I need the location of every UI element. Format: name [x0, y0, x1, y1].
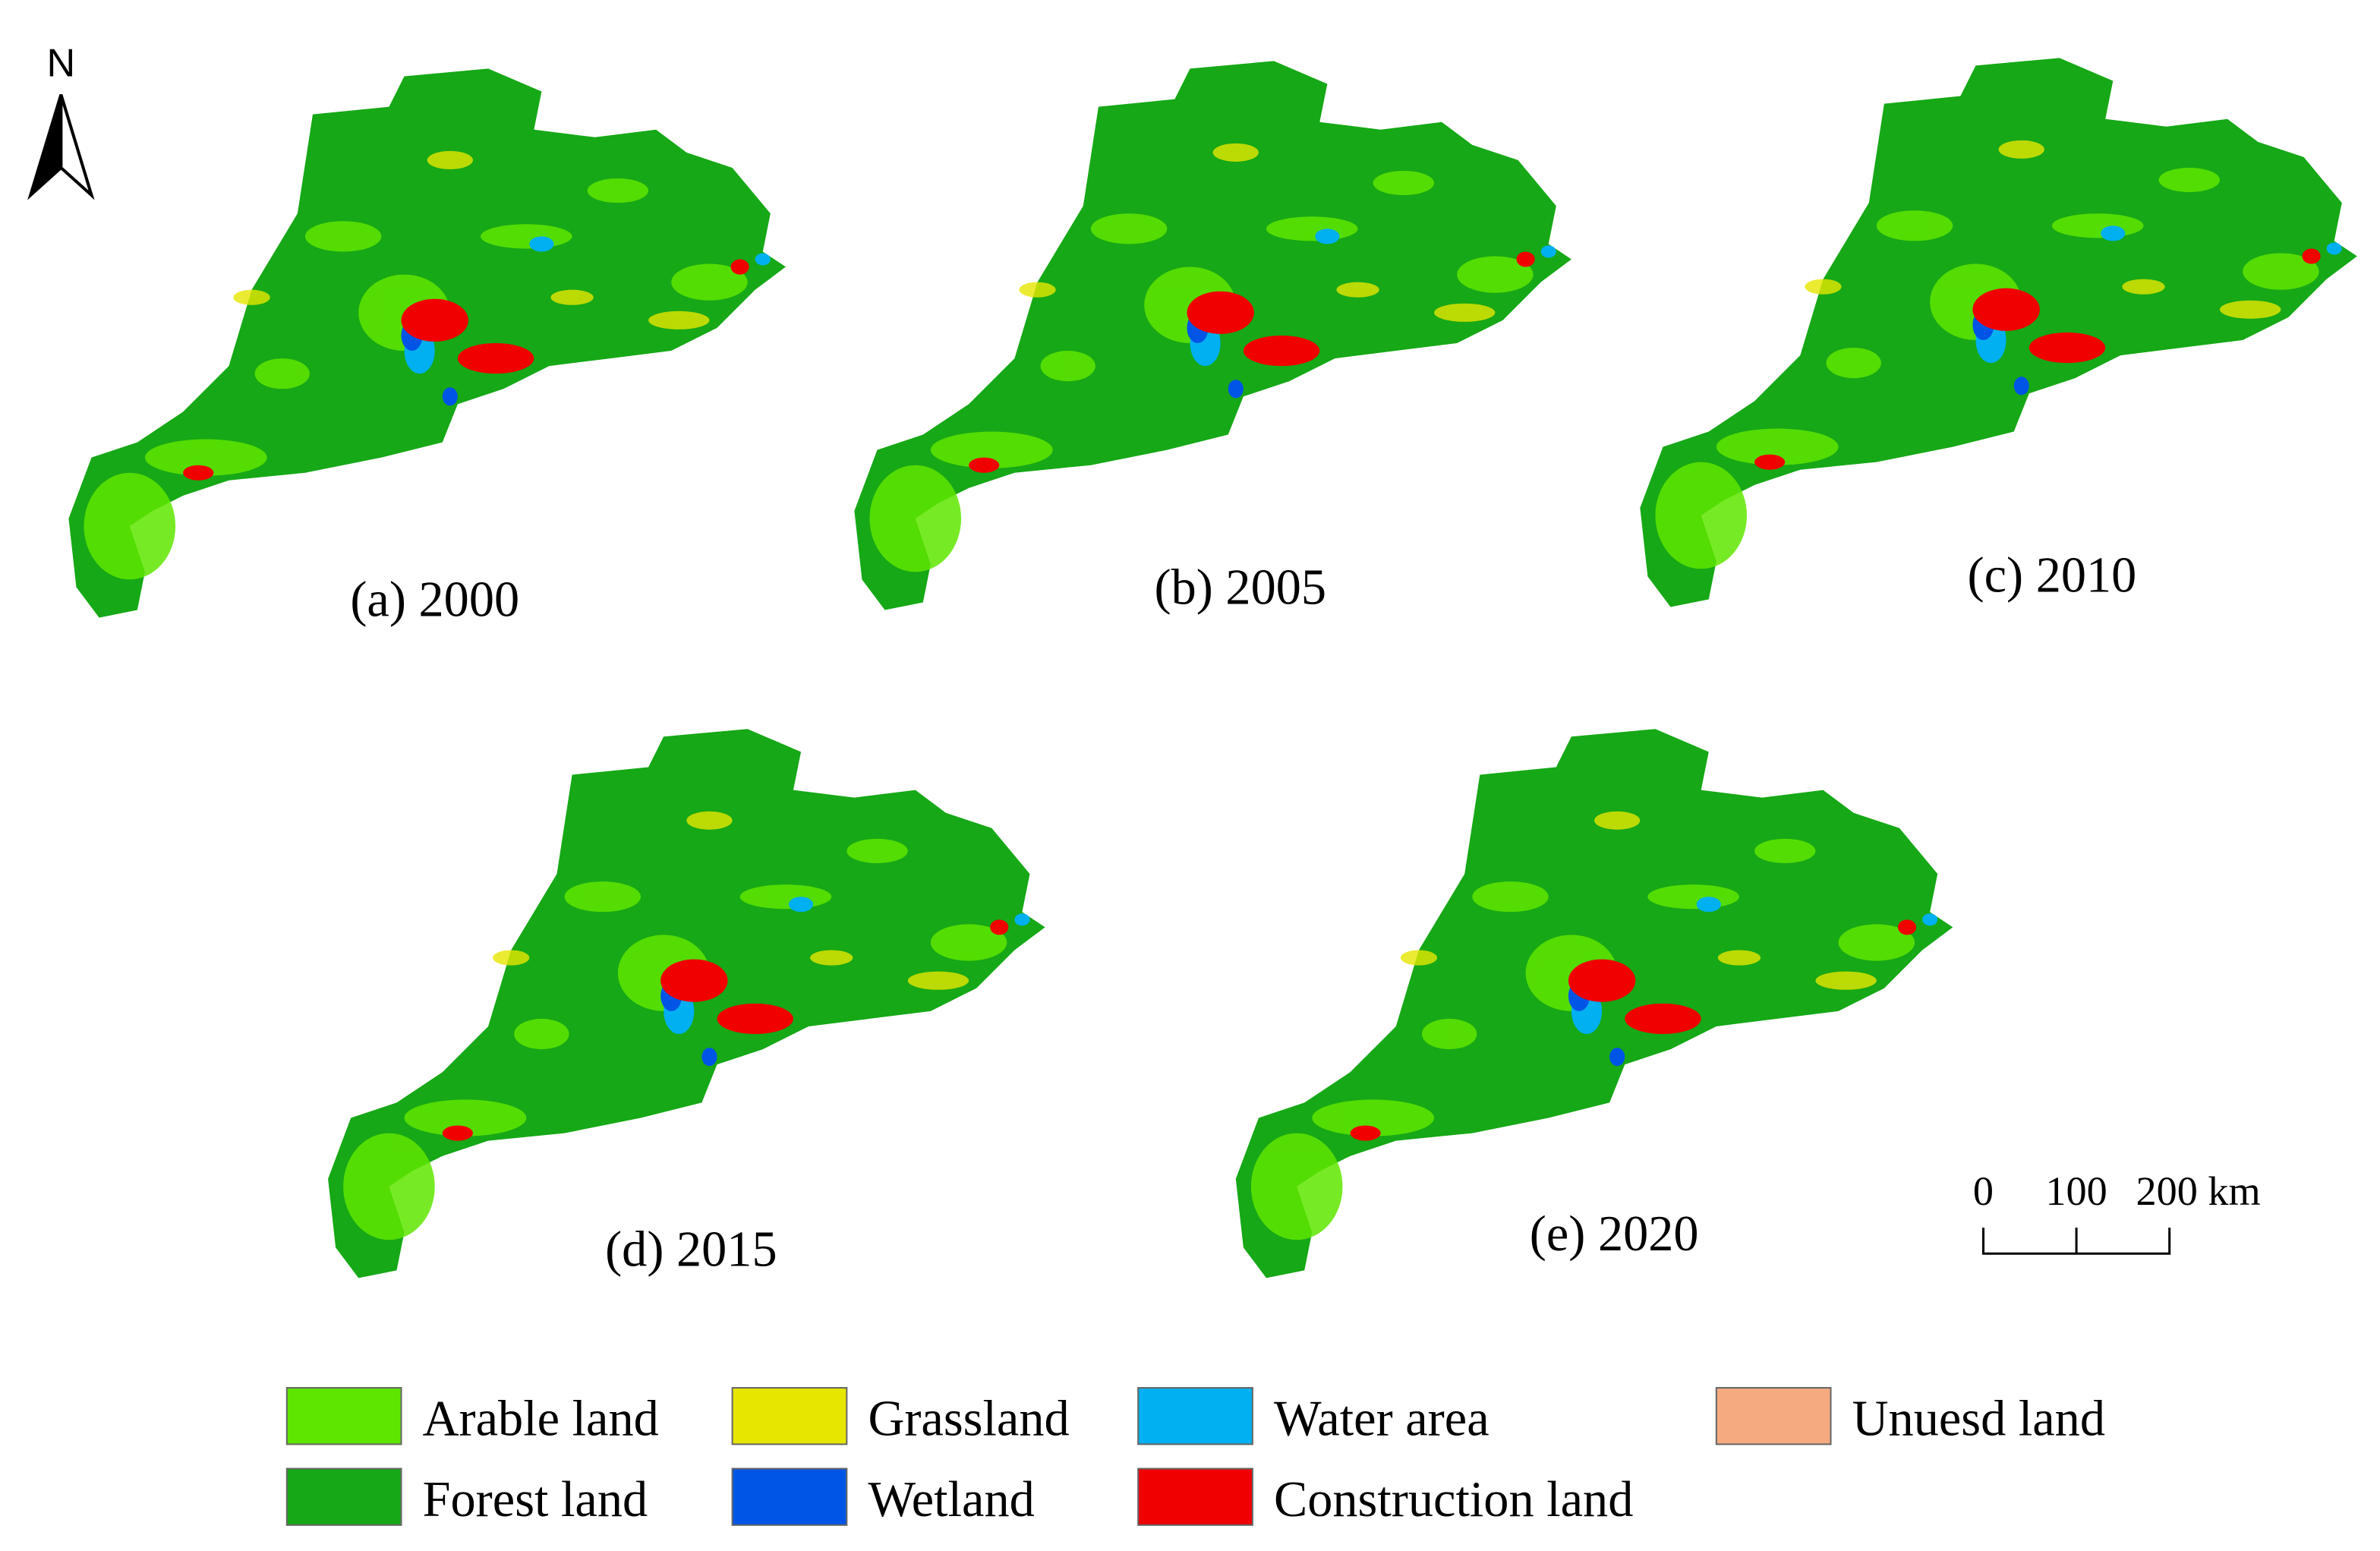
legend-label: Unuesd land	[1852, 1391, 2105, 1446]
panel-label: (b) 2005	[1155, 560, 1327, 616]
panel-label: (a) 2000	[350, 572, 519, 628]
legend-swatch	[731, 1467, 848, 1526]
north-label: N	[47, 41, 76, 85]
legend-swatch	[1137, 1387, 1253, 1445]
legend-swatch	[1137, 1467, 1253, 1526]
legend-swatch	[285, 1387, 402, 1445]
legend-swatch	[1715, 1387, 1832, 1445]
map-panel	[1235, 729, 1953, 1278]
panel-label: (e) 2020	[1530, 1206, 1699, 1262]
legend-label: Grassland	[868, 1391, 1069, 1446]
legend-label: Forest land	[423, 1472, 648, 1527]
legend-label: Construction land	[1274, 1472, 1633, 1527]
legend-swatch	[285, 1467, 402, 1526]
map-panel	[854, 61, 1571, 610]
panel-label: (d) 2015	[605, 1222, 777, 1277]
scale-bar: 0 100 200 km	[1973, 1168, 2261, 1255]
scale-label: 100	[2045, 1168, 2107, 1214]
legend-label: Arable land	[423, 1391, 659, 1446]
scale-label: 0	[1973, 1168, 1994, 1214]
map-panel	[68, 68, 786, 618]
legend-swatch	[731, 1387, 848, 1445]
map-panel	[1640, 58, 2357, 607]
legend: Arable land Grassland Water area Unuesd lan…	[285, 1387, 2105, 1527]
north-arrow: N	[27, 41, 95, 200]
panel-label: (c) 2010	[1968, 547, 2137, 603]
legend-label: Wetland	[868, 1472, 1034, 1527]
scale-label: 200 km	[2136, 1168, 2260, 1214]
legend-label: Water area	[1274, 1391, 1489, 1446]
map-panel	[328, 729, 1045, 1278]
